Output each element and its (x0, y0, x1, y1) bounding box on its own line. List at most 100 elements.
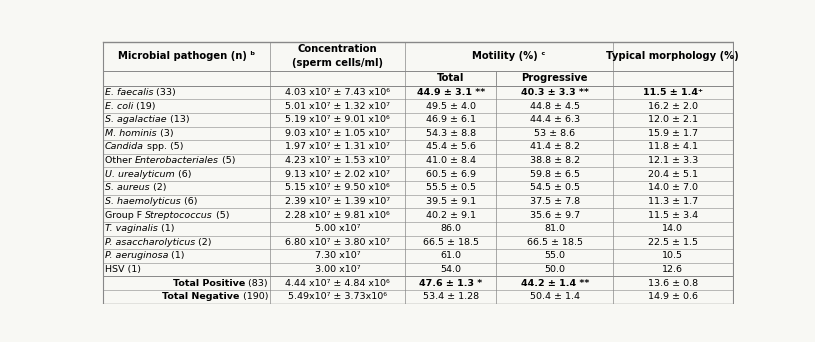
Text: (19): (19) (134, 102, 156, 110)
Text: Microbial pathogen (n) ᵇ: Microbial pathogen (n) ᵇ (117, 51, 255, 61)
Text: 4.03 x10⁷ ± 7.43 x10⁶: 4.03 x10⁷ ± 7.43 x10⁶ (285, 88, 390, 97)
Text: 7.30 x10⁷: 7.30 x10⁷ (315, 251, 360, 261)
Text: 60.5 ± 6.9: 60.5 ± 6.9 (425, 170, 476, 179)
Text: 10.5: 10.5 (663, 251, 683, 261)
Text: 11.5 ± 3.4: 11.5 ± 3.4 (648, 211, 698, 220)
Text: 13.6 ± 0.8: 13.6 ± 0.8 (648, 279, 698, 288)
Text: 37.5 ± 7.8: 37.5 ± 7.8 (530, 197, 579, 206)
Text: E. faecalis: E. faecalis (105, 88, 153, 97)
Text: 9.13 x10⁷ ± 2.02 x10⁷: 9.13 x10⁷ ± 2.02 x10⁷ (285, 170, 390, 179)
Text: 53 ± 8.6: 53 ± 8.6 (534, 129, 575, 138)
Text: 14.0: 14.0 (663, 224, 683, 233)
Text: 12.6: 12.6 (663, 265, 683, 274)
Text: Enterobacteriales: Enterobacteriales (135, 156, 219, 165)
Text: (6): (6) (181, 197, 197, 206)
Text: 2.39 x10⁷ ± 1.39 x10⁷: 2.39 x10⁷ ± 1.39 x10⁷ (285, 197, 390, 206)
Text: 54.3 ± 8.8: 54.3 ± 8.8 (425, 129, 476, 138)
Text: 22.5 ± 1.5: 22.5 ± 1.5 (648, 238, 698, 247)
Text: 55.5 ± 0.5: 55.5 ± 0.5 (425, 183, 476, 192)
Text: Candida: Candida (105, 143, 144, 152)
Text: S. agalactiae: S. agalactiae (105, 115, 166, 124)
Text: (1): (1) (169, 251, 185, 261)
Text: 49.5 ± 4.0: 49.5 ± 4.0 (425, 102, 476, 110)
Text: 12.1 ± 3.3: 12.1 ± 3.3 (648, 156, 698, 165)
Text: 11.3 ± 1.7: 11.3 ± 1.7 (648, 197, 698, 206)
Text: T. vaginalis: T. vaginalis (105, 224, 158, 233)
Text: 20.4 ± 5.1: 20.4 ± 5.1 (648, 170, 698, 179)
Text: Total Positive: Total Positive (174, 279, 245, 288)
Text: 54.0: 54.0 (440, 265, 461, 274)
Text: U. urealyticum: U. urealyticum (105, 170, 174, 179)
Text: Streptococcus: Streptococcus (145, 211, 213, 220)
Text: Other: Other (105, 156, 135, 165)
Text: 54.5 ± 0.5: 54.5 ± 0.5 (530, 183, 579, 192)
Text: 86.0: 86.0 (440, 224, 461, 233)
Text: Progressive: Progressive (522, 73, 588, 83)
Text: (83): (83) (245, 279, 268, 288)
Text: 46.9 ± 6.1: 46.9 ± 6.1 (425, 115, 476, 124)
Text: 14.0 ± 7.0: 14.0 ± 7.0 (648, 183, 698, 192)
Text: 61.0: 61.0 (440, 251, 461, 261)
Text: 15.9 ± 1.7: 15.9 ± 1.7 (648, 129, 698, 138)
Text: 44.9 ± 3.1 **: 44.9 ± 3.1 ** (416, 88, 485, 97)
Text: 5.00 x10⁷: 5.00 x10⁷ (315, 224, 360, 233)
Text: (2): (2) (150, 183, 166, 192)
Text: 40.3 ± 3.3 **: 40.3 ± 3.3 ** (521, 88, 588, 97)
Text: (33): (33) (153, 88, 176, 97)
Text: 5.01 x10⁷ ± 1.32 x10⁷: 5.01 x10⁷ ± 1.32 x10⁷ (285, 102, 390, 110)
Text: 11.8 ± 4.1: 11.8 ± 4.1 (648, 143, 698, 152)
Text: 66.5 ± 18.5: 66.5 ± 18.5 (423, 238, 478, 247)
Text: 44.2 ± 1.4 **: 44.2 ± 1.4 ** (521, 279, 589, 288)
Text: 3.00 x10⁷: 3.00 x10⁷ (315, 265, 360, 274)
Text: 55.0: 55.0 (544, 251, 566, 261)
Text: 44.8 ± 4.5: 44.8 ± 4.5 (530, 102, 579, 110)
Text: 39.5 ± 9.1: 39.5 ± 9.1 (425, 197, 476, 206)
Text: 5.49x10⁷ ± 3.73x10⁶: 5.49x10⁷ ± 3.73x10⁶ (288, 292, 387, 301)
Text: 4.23 x10⁷ ± 1.53 x10⁷: 4.23 x10⁷ ± 1.53 x10⁷ (285, 156, 390, 165)
Text: S. haemolyticus: S. haemolyticus (105, 197, 181, 206)
Text: P. aeruginosa: P. aeruginosa (105, 251, 169, 261)
Text: 47.6 ± 1.3 *: 47.6 ± 1.3 * (419, 279, 482, 288)
Text: (6): (6) (174, 170, 192, 179)
Text: 59.8 ± 6.5: 59.8 ± 6.5 (530, 170, 579, 179)
Text: 16.2 ± 2.0: 16.2 ± 2.0 (648, 102, 698, 110)
Text: HSV (1): HSV (1) (105, 265, 141, 274)
Text: 66.5 ± 18.5: 66.5 ± 18.5 (526, 238, 583, 247)
Text: 4.44 x10⁷ ± 4.84 x10⁶: 4.44 x10⁷ ± 4.84 x10⁶ (285, 279, 390, 288)
Text: Concentration
(sperm cells/ml): Concentration (sperm cells/ml) (292, 44, 383, 68)
Text: (2): (2) (196, 238, 212, 247)
Text: 2.28 x10⁷ ± 9.81 x10⁶: 2.28 x10⁷ ± 9.81 x10⁶ (285, 211, 390, 220)
Text: S. aureus: S. aureus (105, 183, 150, 192)
Text: E. coli: E. coli (105, 102, 134, 110)
Text: Motility (%) ᶜ: Motility (%) ᶜ (473, 51, 546, 61)
Text: 14.9 ± 0.6: 14.9 ± 0.6 (648, 292, 698, 301)
Text: 81.0: 81.0 (544, 224, 566, 233)
Text: Typical morphology (%): Typical morphology (%) (606, 51, 739, 61)
Text: 44.4 ± 6.3: 44.4 ± 6.3 (530, 115, 579, 124)
Text: 41.4 ± 8.2: 41.4 ± 8.2 (530, 143, 579, 152)
Text: 9.03 x10⁷ ± 1.05 x10⁷: 9.03 x10⁷ ± 1.05 x10⁷ (285, 129, 390, 138)
Text: 50.4 ± 1.4: 50.4 ± 1.4 (530, 292, 579, 301)
Text: (5): (5) (213, 211, 229, 220)
Text: 50.0: 50.0 (544, 265, 566, 274)
Text: 53.4 ± 1.28: 53.4 ± 1.28 (423, 292, 479, 301)
Text: P. asaccharolyticus: P. asaccharolyticus (105, 238, 196, 247)
Text: (3): (3) (156, 129, 174, 138)
Text: (1): (1) (158, 224, 174, 233)
Text: M. hominis: M. hominis (105, 129, 156, 138)
Text: 11.5 ± 1.4⁺: 11.5 ± 1.4⁺ (643, 88, 703, 97)
Text: Group F: Group F (105, 211, 145, 220)
Text: 5.19 x10⁷ ± 9.01 x10⁶: 5.19 x10⁷ ± 9.01 x10⁶ (285, 115, 390, 124)
Text: 35.6 ± 9.7: 35.6 ± 9.7 (530, 211, 579, 220)
Text: 38.8 ± 8.2: 38.8 ± 8.2 (530, 156, 579, 165)
Text: (13): (13) (166, 115, 189, 124)
Text: 40.2 ± 9.1: 40.2 ± 9.1 (425, 211, 476, 220)
Text: 41.0 ± 8.4: 41.0 ± 8.4 (425, 156, 476, 165)
Text: 5.15 x10⁷ ± 9.50 x10⁶: 5.15 x10⁷ ± 9.50 x10⁶ (285, 183, 390, 192)
Text: 45.4 ± 5.6: 45.4 ± 5.6 (425, 143, 476, 152)
Text: Total Negative: Total Negative (162, 292, 240, 301)
Text: spp. (5): spp. (5) (144, 143, 183, 152)
Text: (190): (190) (240, 292, 268, 301)
Text: (5): (5) (219, 156, 236, 165)
Text: 12.0 ± 2.1: 12.0 ± 2.1 (648, 115, 698, 124)
